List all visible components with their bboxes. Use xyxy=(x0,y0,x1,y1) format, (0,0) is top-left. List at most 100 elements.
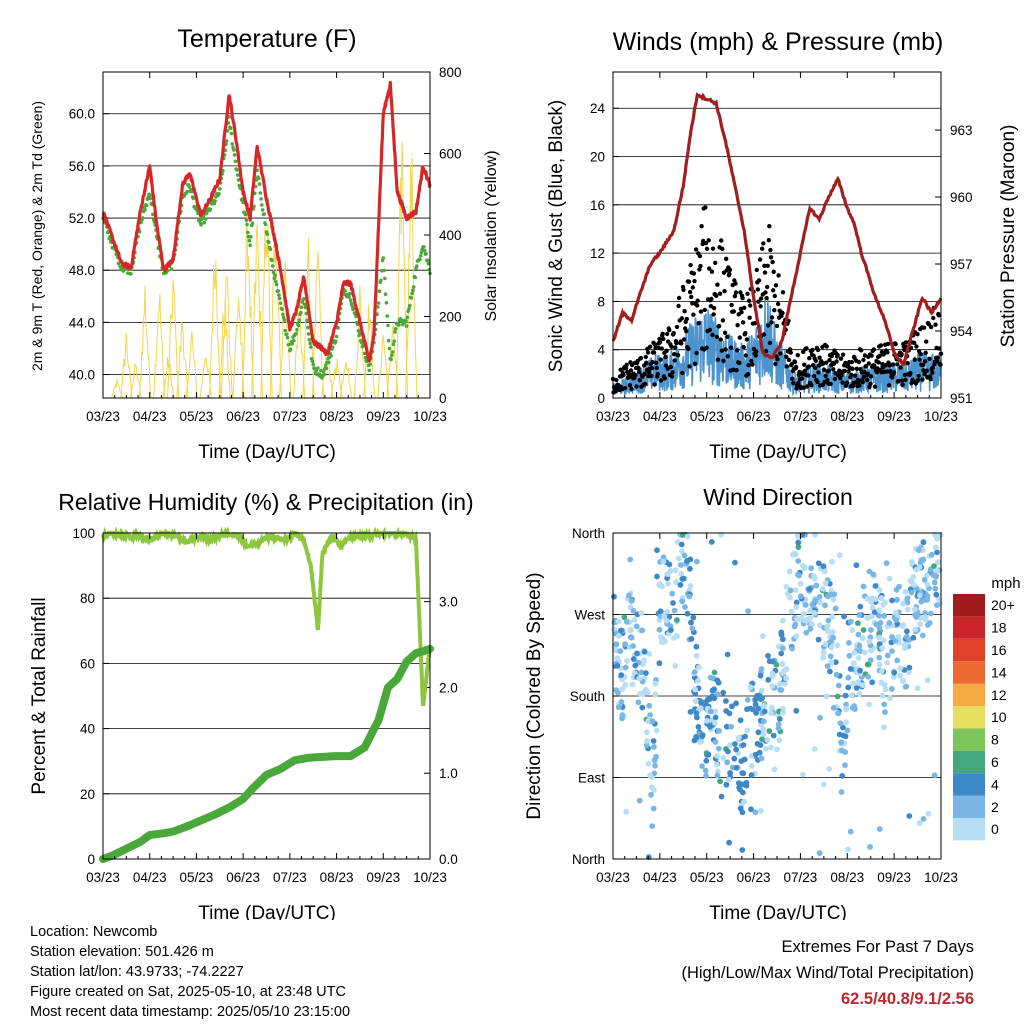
gust-point xyxy=(761,241,766,246)
solar-spike xyxy=(386,324,399,399)
station-info: Location: Newcomb Station elevation: 501… xyxy=(30,922,350,1022)
direction-point xyxy=(829,613,836,620)
gust-point xyxy=(755,287,761,292)
rh-ytick-label: 60 xyxy=(80,656,95,671)
direction-point xyxy=(857,667,863,674)
direction-point xyxy=(673,579,679,586)
dewpoint-point xyxy=(191,196,196,201)
direction-point xyxy=(779,670,786,676)
direction-point xyxy=(760,726,766,732)
dewpoint-point xyxy=(140,216,145,220)
direction-point xyxy=(763,746,769,752)
direction-point xyxy=(775,725,782,732)
gust-point xyxy=(682,309,687,314)
direction-point xyxy=(913,614,920,620)
temp-xtick-label: 05/23 xyxy=(180,409,214,424)
direction-point xyxy=(726,839,732,846)
winds-panel: Winds (mph) & Pressure (mb) Time (Day/UT… xyxy=(546,28,1019,463)
direction-point xyxy=(652,680,659,687)
direction-point xyxy=(842,749,849,755)
direction-point xyxy=(737,717,744,724)
direction-point xyxy=(770,732,777,739)
direction-point xyxy=(619,712,626,718)
gust-point xyxy=(676,303,681,309)
dewpoint-point xyxy=(306,325,310,330)
gust-point xyxy=(935,355,940,360)
dewpoint-point xyxy=(233,159,238,164)
gust-point xyxy=(765,263,770,268)
direction-point xyxy=(922,610,928,616)
dewpoint-point xyxy=(376,305,380,309)
direction-point xyxy=(694,558,700,565)
solar-y2tick-label: 200 xyxy=(439,310,462,325)
direction-point xyxy=(720,689,727,696)
gust-point xyxy=(900,378,905,383)
rh-ytick-label: 40 xyxy=(80,722,95,737)
gust-point xyxy=(840,380,845,385)
dewpoint-point xyxy=(393,330,397,334)
gust-point xyxy=(737,360,742,366)
direction-point xyxy=(811,610,818,616)
gust-point xyxy=(703,205,708,210)
direction-point xyxy=(845,684,852,691)
dir-xtick-label: 09/23 xyxy=(877,870,911,885)
direction-point xyxy=(752,701,759,708)
direction-point xyxy=(779,617,786,624)
direction-point xyxy=(876,634,883,641)
colorbar-swatch xyxy=(953,683,985,706)
dewpoint-point xyxy=(407,306,411,311)
direction-point xyxy=(740,742,747,748)
dewpoint-point xyxy=(213,199,217,203)
direction-point xyxy=(780,645,786,652)
gust-point xyxy=(758,304,763,309)
dewpoint-point xyxy=(277,293,281,297)
gust-point xyxy=(743,331,748,336)
direction-point xyxy=(883,560,890,567)
dewpoint-point xyxy=(309,345,313,349)
direction-point xyxy=(656,626,663,633)
gust-point xyxy=(790,376,795,381)
direction-point xyxy=(769,658,776,665)
gust-point xyxy=(908,371,913,376)
dewpoint-point xyxy=(425,258,430,263)
direction-point xyxy=(893,617,900,623)
direction-point xyxy=(672,662,679,669)
gust-point xyxy=(854,366,859,371)
gust-point xyxy=(667,327,672,333)
dewpoint-point xyxy=(377,289,382,294)
dewpoint-point xyxy=(311,362,316,367)
pressure-y2tick-label: 963 xyxy=(950,123,973,138)
direction-point xyxy=(830,634,837,641)
direction-point xyxy=(626,592,632,599)
gust-point xyxy=(717,291,723,296)
direction-point xyxy=(744,697,751,703)
dewpoint-point xyxy=(409,296,414,300)
direction-point xyxy=(688,636,695,642)
direction-point xyxy=(643,729,650,736)
direction-xlabel: Time (Day/UTC) xyxy=(709,903,847,920)
direction-point xyxy=(635,699,642,706)
dewpoint-point xyxy=(386,338,391,343)
direction-point xyxy=(687,565,693,572)
dewpoint-point xyxy=(302,297,306,301)
gust-point xyxy=(663,354,668,360)
direction-point xyxy=(793,633,800,640)
dewpoint-point xyxy=(350,304,354,309)
wind-xtick-label: 03/23 xyxy=(596,409,630,424)
dewpoint-point xyxy=(382,268,386,273)
dewpoint-point xyxy=(303,305,308,310)
direction-point xyxy=(723,781,730,788)
direction-point xyxy=(917,621,924,628)
dewpoint-point xyxy=(411,285,416,289)
direction-point xyxy=(830,596,837,603)
gust-point xyxy=(930,365,935,370)
direction-point xyxy=(768,710,774,717)
direction-point xyxy=(793,604,799,610)
dewpoint-point xyxy=(393,327,398,331)
direction-point xyxy=(758,807,764,814)
direction-point xyxy=(692,686,698,693)
direction-point xyxy=(739,781,746,788)
direction-point xyxy=(839,773,846,779)
gust-point xyxy=(800,371,805,377)
dewpoint-point xyxy=(329,354,333,358)
